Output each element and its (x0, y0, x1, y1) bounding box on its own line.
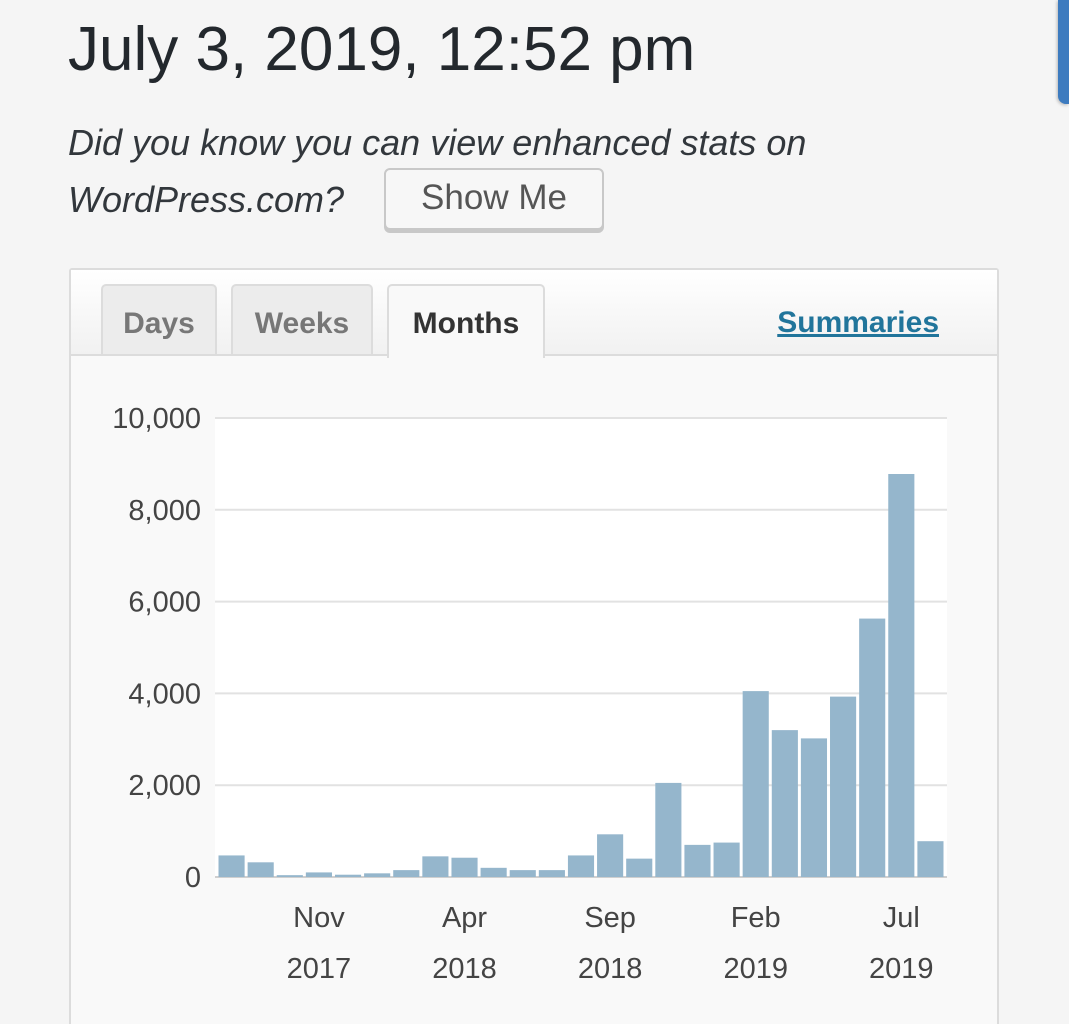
tab-months[interactable]: Months (387, 284, 545, 358)
stats-panel: Days Weeks Months Summaries (69, 268, 999, 1024)
page-title: July 3, 2019, 12:52 pm (68, 15, 696, 84)
show-me-button[interactable]: Show Me (384, 168, 604, 230)
tab-weeks[interactable]: Weeks (231, 284, 373, 354)
tab-days[interactable]: Days (101, 284, 217, 354)
promo-text: Did you know you can view enhanced stats… (68, 122, 807, 220)
side-panel-tab[interactable] (1058, 0, 1069, 104)
summaries-link[interactable]: Summaries (777, 306, 939, 339)
period-tab-bar: Days Weeks Months Summaries (71, 270, 997, 358)
